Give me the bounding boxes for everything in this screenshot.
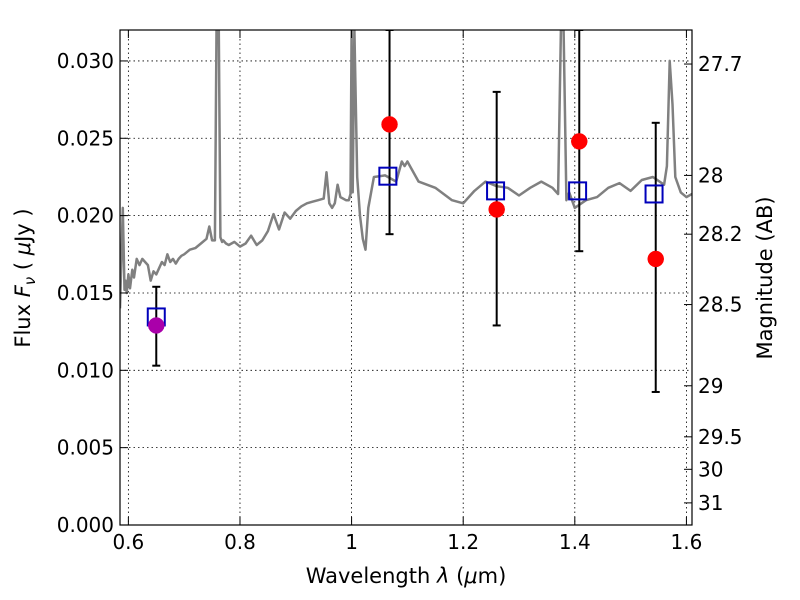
observed-flux-markers (148, 116, 664, 334)
y-axis-label-symbol: F (11, 284, 35, 297)
observed-flux-point (647, 250, 664, 268)
x-axis-label-unit: ( (449, 564, 464, 588)
magnitude-tick-label: 29.5 (698, 425, 743, 449)
y-axis-ticks: 0.000 0.005 0.010 0.015 0.020 0.025 0.030 (57, 49, 128, 537)
y-axis-label-mu: μ (11, 242, 35, 256)
x-tick-label: 1.2 (447, 530, 479, 554)
template-flux-square (568, 181, 588, 201)
template-flux-square (644, 184, 664, 204)
magnitude-tick-label: 31 (698, 491, 723, 515)
x-axis-label-unit-end: m) (478, 564, 507, 588)
x-axis-label-mu: μ (463, 564, 477, 588)
template-flux-square (486, 181, 506, 201)
y-axis-label-unit-end: Jy ) (11, 208, 35, 244)
y-tick-label: 0.005 (57, 436, 114, 460)
observed-flux-point (488, 201, 505, 218)
magnitude-tick-label: 29 (698, 374, 723, 398)
magnitude-tick-label: 27.7 (698, 52, 743, 76)
x-axis-label-symbol: λ (436, 564, 449, 588)
x-axis-label: Wavelength λ (μm) (306, 564, 507, 588)
magnitude-tick-label: 30 (698, 457, 723, 481)
magnitude-tick-label: 28.5 (698, 293, 743, 317)
right-axis-label: Magnitude (AB) (753, 196, 777, 359)
y-tick-label: 0.020 (57, 204, 114, 228)
y-tick-label: 0.010 (57, 358, 114, 382)
model-spectrum-line (120, 30, 692, 309)
observed-flux-point (148, 317, 165, 334)
y-axis-label-unit: ( (11, 255, 35, 277)
y-axis-label: Flux Fν ( μJy ) (11, 208, 39, 347)
template-flux-square (378, 166, 398, 186)
magnitude-tick-label: 28.2 (698, 222, 743, 246)
x-tick-label: 1.4 (559, 530, 591, 554)
y-tick-label: 0.030 (57, 49, 114, 73)
x-axis-ticks: 0.6 0.8 1 1.2 1.4 1.6 (112, 30, 702, 554)
magnitude-tick-label: 28 (698, 163, 723, 187)
model-spectrum-layer (120, 30, 692, 309)
observed-flux-point (381, 116, 398, 133)
y-tick-label: 0.025 (57, 126, 114, 150)
y-axis-label-text: Flux (11, 297, 35, 347)
magnitude-axis-ticks: 27.7 28 28.2 28.5 29 29.5 30 31 (684, 52, 743, 515)
y-axis-label-subscript: ν (21, 277, 39, 285)
x-tick-label: 1 (345, 530, 358, 554)
x-tick-label: 1.6 (671, 530, 703, 554)
x-tick-label: 0.6 (112, 530, 144, 554)
y-tick-label: 0.000 (57, 513, 114, 537)
x-tick-label: 0.8 (224, 530, 256, 554)
y-tick-label: 0.015 (57, 281, 114, 305)
x-axis-label-text: Wavelength (306, 564, 437, 588)
plot-frame (119, 29, 693, 526)
observed-flux-point (571, 133, 588, 150)
